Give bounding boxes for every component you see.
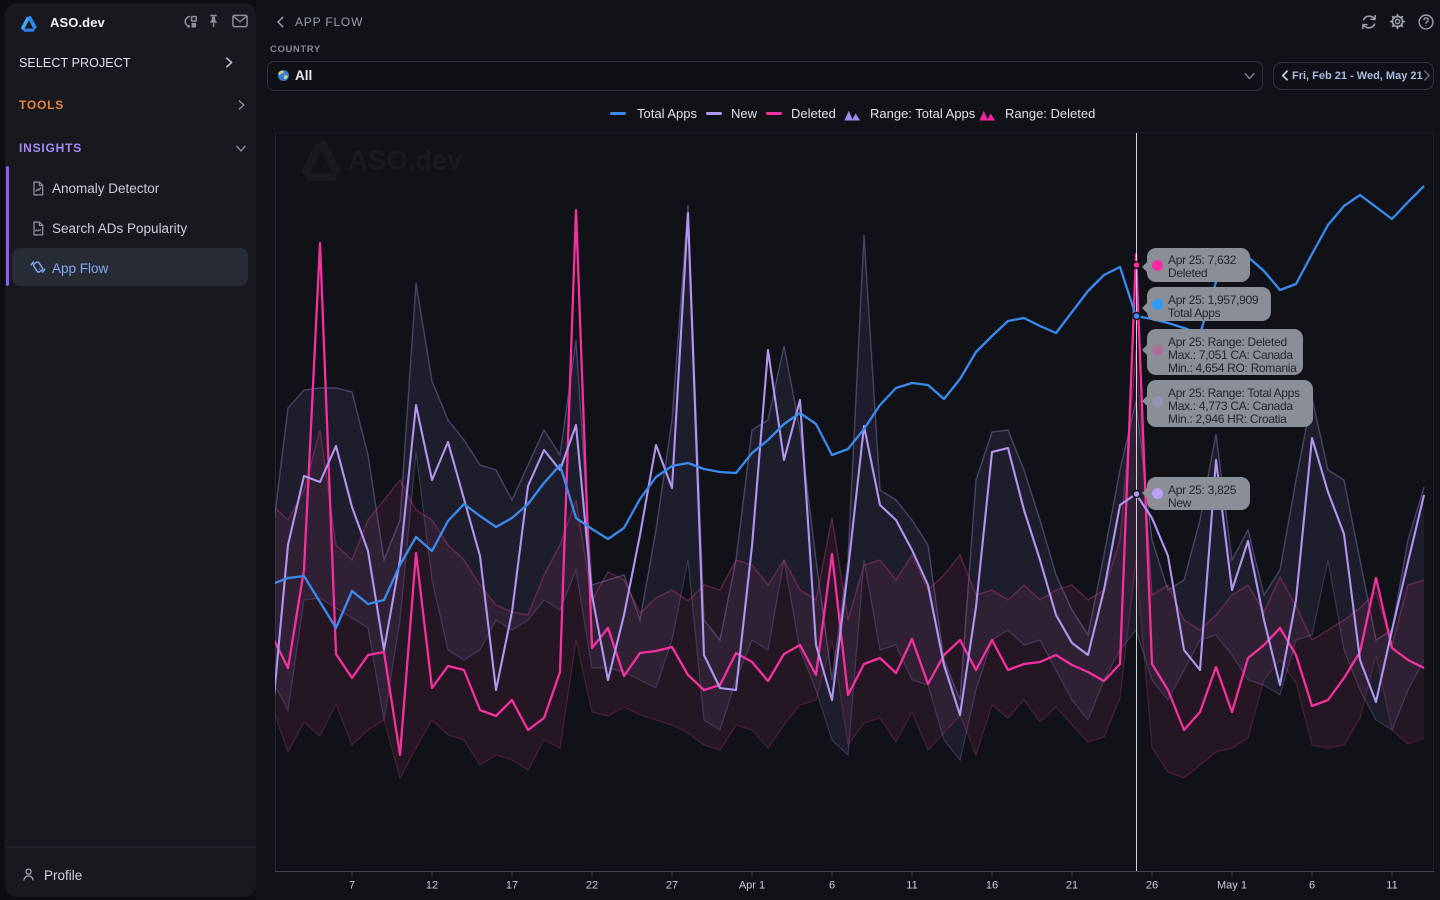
svg-text:11: 11 <box>1386 880 1397 892</box>
svg-text:21: 21 <box>1066 880 1078 892</box>
svg-text:May 1: May 1 <box>1217 880 1247 892</box>
svg-text:16: 16 <box>986 880 998 892</box>
svg-text:6: 6 <box>829 880 835 892</box>
svg-text:27: 27 <box>666 880 678 892</box>
svg-text:22: 22 <box>586 880 598 892</box>
svg-text:26: 26 <box>1146 880 1158 892</box>
svg-text:6: 6 <box>1309 880 1315 892</box>
svg-text:ASO.dev: ASO.dev <box>348 145 463 176</box>
svg-text:7: 7 <box>349 880 355 892</box>
svg-text:17: 17 <box>506 880 518 892</box>
svg-text:Apr 1: Apr 1 <box>739 880 765 892</box>
svg-text:12: 12 <box>426 880 438 892</box>
svg-text:11: 11 <box>906 880 917 892</box>
